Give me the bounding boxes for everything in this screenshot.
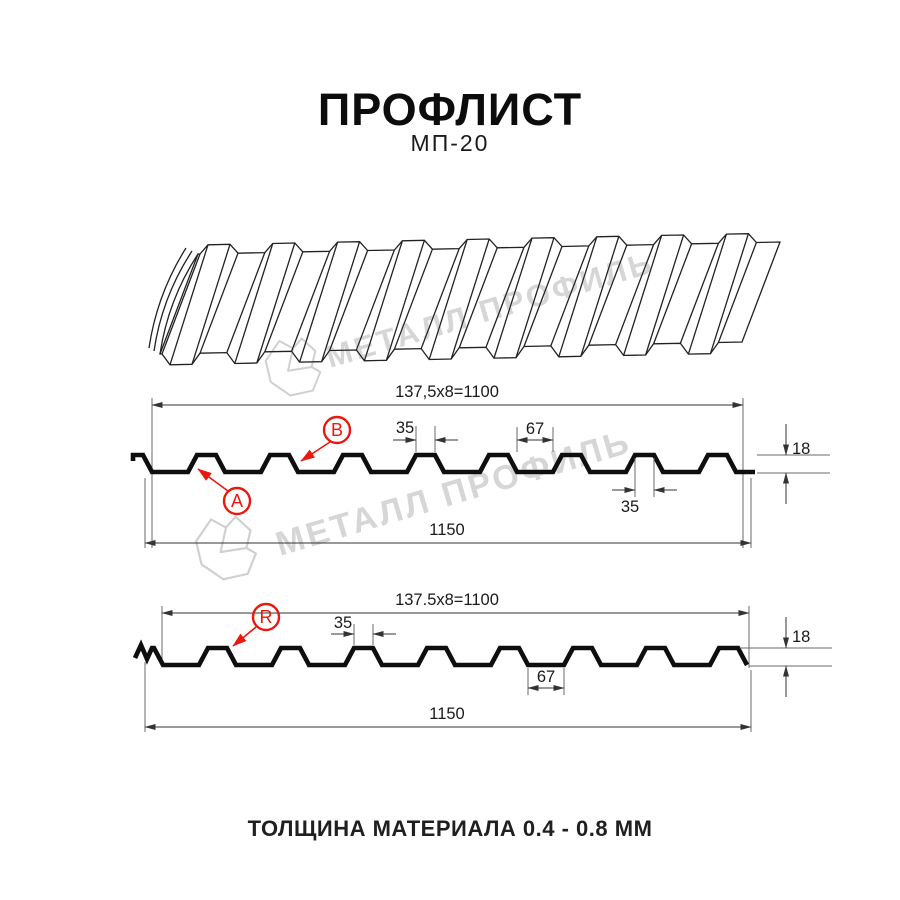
callout-side-b: B	[300, 415, 352, 462]
rib-edge-line	[161, 253, 201, 355]
rib-edge-line	[393, 248, 434, 350]
side-r-circle	[251, 602, 281, 632]
page-subtitle: МП-20	[410, 130, 490, 156]
rib-edge-line	[687, 233, 728, 355]
dim-value: 35	[621, 498, 639, 516]
side-b-circle	[322, 415, 352, 445]
dim-height-18-r: 18	[740, 617, 832, 697]
metal-profil-logo-icon	[264, 337, 322, 397]
rib-edge-line	[264, 251, 304, 353]
rib-edge-line	[191, 244, 231, 365]
rib-edge-line	[385, 240, 426, 361]
dim-overall-width-bottom: 1150	[144, 662, 752, 732]
rib-edge-line	[515, 237, 555, 358]
callout-side-r: R	[232, 602, 281, 647]
rib-edge-line	[485, 247, 525, 348]
rib-edge-line	[458, 247, 498, 349]
dim-value: 137.5x8=1100	[395, 591, 499, 609]
dim-value: 1150	[429, 705, 464, 723]
rib-edge-line	[558, 236, 598, 357]
rib-edge-line	[622, 235, 663, 356]
rib-edge-line	[679, 243, 720, 344]
rib-edge-line	[328, 250, 369, 351]
dim-value: 18	[792, 628, 810, 646]
sheet-curl-edge	[148, 247, 187, 349]
rib-edge-line	[709, 233, 750, 354]
rib-edge-line	[355, 249, 396, 351]
rib-edge-line	[290, 251, 331, 352]
side-b-label: B	[331, 420, 343, 440]
rib-edge-line	[256, 242, 296, 364]
dim-height-18-top: 18	[757, 424, 830, 504]
rib-edge-line	[226, 252, 266, 353]
profile-outline-r	[132, 639, 750, 668]
rib-edge-line	[199, 252, 239, 354]
watermark-text: МЕТАЛЛ ПРОФИЛЬ	[322, 245, 658, 375]
rib-edge-line	[580, 236, 620, 357]
rib-edge-line	[169, 244, 209, 365]
rib-edge-line	[234, 243, 274, 364]
dim-value: 18	[792, 440, 810, 458]
cross-section-r: 137.5x8=1100 35 67 18	[132, 591, 832, 732]
dim-rib-top-35-lower: 35	[612, 458, 677, 516]
rib-edge-line	[652, 243, 693, 345]
dim-rib-top-35-r: 35	[331, 614, 396, 645]
dim-value: 137,5x8=1100	[395, 383, 499, 401]
side-r-label: R	[260, 607, 273, 627]
dim-valley-67-r: 67	[527, 668, 565, 695]
profile-outline-ab	[130, 452, 755, 475]
dim-value: 35	[396, 419, 414, 437]
side-a-circle	[222, 486, 252, 516]
rib-edge-line	[550, 245, 590, 347]
side-a-label: A	[231, 491, 243, 511]
metal-profil-logo-icon	[194, 515, 258, 581]
dim-rib-top-35: 35	[393, 419, 458, 452]
sheet-curl-edge	[159, 253, 199, 355]
rib-edge-line	[320, 241, 361, 362]
rib-edge-line	[523, 246, 563, 347]
sheet-outline	[159, 233, 781, 366]
rib-edge-line	[614, 244, 655, 345]
callout-side-a: A	[197, 468, 252, 516]
dim-valley-67: 67	[516, 420, 554, 452]
dim-value: 67	[537, 668, 555, 686]
rib-edge-line	[717, 242, 758, 343]
rib-edge-line	[450, 238, 490, 360]
dim-width-formula-bottom: 137.5x8=1100	[161, 591, 750, 668]
rib-edge-line	[363, 240, 404, 361]
rib-edge-line	[588, 244, 628, 346]
cross-section-ab: 137,5x8=1100 35 67 35	[130, 383, 830, 548]
rib-edge-line	[493, 237, 533, 359]
dim-value: 67	[526, 420, 544, 438]
profile-sheet-3d-view	[148, 233, 781, 366]
sheet-curl-edge	[153, 250, 193, 352]
dim-value: 1150	[429, 521, 464, 539]
rib-edge-line	[644, 234, 685, 356]
rib-edge-line	[420, 248, 460, 349]
dim-value: 35	[334, 614, 352, 632]
page-title: ПРОФЛИСТ	[317, 84, 583, 135]
dim-overall-width-top: 1150	[144, 478, 752, 548]
rib-edge-line	[428, 239, 468, 360]
material-thickness-note: ТОЛЩИНА МАТЕРИАЛА 0.4 - 0.8 ММ	[247, 816, 653, 841]
